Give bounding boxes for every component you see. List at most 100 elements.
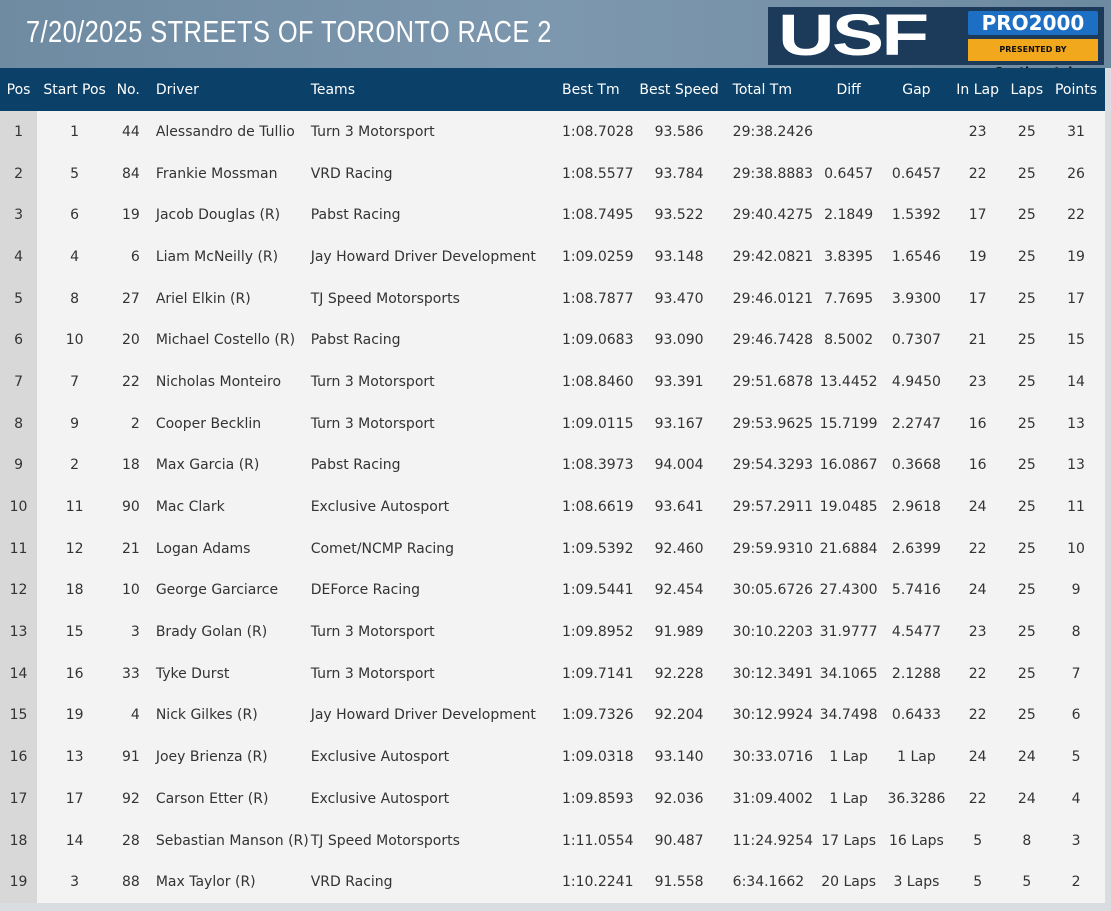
cell-total-time: 29:59.9310 (732, 540, 814, 557)
cell-start-pos: 14 (65, 832, 84, 849)
cell-pos: 11 (0, 527, 38, 570)
cell-gap: 0.3668 (891, 457, 941, 474)
cell-best-time: 1:08.3973 (561, 457, 634, 474)
cell-car-number: 28 (122, 832, 140, 849)
cell-laps: 8 (1022, 832, 1032, 849)
cell-best-time: 1:08.6619 (561, 499, 634, 516)
cell-points: 11 (1067, 499, 1085, 516)
table-row: 2 5 84 Frankie Mossman VRD Racing 1:08.5577 93… (0, 152, 1105, 195)
cell-car-number: 10 (122, 582, 140, 599)
cell-start-pos: 18 (65, 582, 84, 599)
cell-driver: Max Garcia (R) (155, 457, 260, 474)
cell-in-lap: 22 (968, 665, 987, 682)
cell-diff: 31.9777 (819, 624, 878, 641)
column-header-points[interactable]: Points (1054, 81, 1098, 98)
column-header-driver[interactable]: Driver (155, 81, 199, 98)
cell-car-number: 27 (122, 290, 140, 307)
cell-points: 31 (1067, 123, 1085, 140)
cell-best-time: 1:09.0259 (561, 248, 634, 265)
column-header-best-time[interactable]: Best Tm (561, 81, 620, 98)
cell-laps: 25 (1017, 332, 1036, 349)
cell-total-time: 29:54.3293 (732, 457, 814, 474)
cell-car-number: 2 (130, 415, 140, 432)
cell-team: Exclusive Autosport (310, 499, 450, 516)
cell-best-time: 1:08.8460 (561, 373, 634, 390)
cell-total-time: 30:10.2203 (732, 624, 814, 641)
column-header-in-lap[interactable]: In Lap (956, 81, 999, 98)
cell-laps: 25 (1017, 290, 1036, 307)
cell-diff: 2.1849 (824, 207, 874, 224)
cell-laps: 25 (1017, 415, 1036, 432)
cell-team: Turn 3 Motorsport (310, 665, 435, 682)
cell-start-pos: 10 (65, 332, 84, 349)
cell-in-lap: 24 (968, 582, 987, 599)
cell-laps: 25 (1017, 457, 1036, 474)
cell-gap: 0.7307 (891, 332, 941, 349)
cell-total-time: 31:09.4002 (732, 790, 814, 807)
cell-diff: 17 Laps (821, 832, 877, 849)
cell-car-number: 18 (122, 457, 140, 474)
column-header-car-number[interactable]: No. (116, 81, 140, 98)
cell-best-time: 1:10.2241 (561, 874, 634, 891)
cell-diff: 13.4452 (819, 373, 878, 390)
column-header-gap[interactable]: Gap (902, 81, 931, 98)
cell-best-time: 1:09.0115 (561, 415, 634, 432)
cell-laps: 25 (1017, 582, 1036, 599)
cell-diff: 15.7199 (819, 415, 878, 432)
cell-car-number: 90 (122, 499, 140, 516)
cell-laps: 25 (1017, 499, 1036, 516)
cell-start-pos: 11 (65, 499, 84, 516)
table-row: 7 7 22 Nicholas Monteiro Turn 3 Motorsport 1:… (0, 361, 1105, 403)
cell-diff: 21.6884 (819, 540, 878, 557)
table-row: 17 17 92 Carson Etter (R) Exclusive Autospor… (0, 778, 1105, 820)
cell-team: Exclusive Autosport (310, 749, 450, 766)
cell-gap (884, 111, 949, 153)
cell-gap: 2.6399 (891, 540, 941, 557)
column-header-pos[interactable]: Pos (6, 81, 31, 98)
cell-driver: Max Taylor (R) (155, 874, 256, 891)
cell-laps: 25 (1017, 624, 1036, 641)
cell-pos: 3 (0, 194, 38, 237)
column-header-best-speed[interactable]: Best Speed (639, 81, 719, 98)
column-header-laps[interactable]: Laps (1010, 81, 1044, 98)
cell-start-pos: 15 (65, 624, 84, 641)
column-header-team[interactable]: Teams (310, 81, 355, 98)
cell-in-lap: 19 (968, 248, 987, 265)
cell-gap: 4.5477 (891, 624, 941, 641)
cell-car-number: 88 (122, 874, 140, 891)
cell-laps: 24 (1017, 790, 1036, 807)
cell-best-speed: 91.989 (654, 624, 704, 641)
cell-best-speed: 93.470 (654, 290, 704, 307)
cell-car-number: 44 (122, 123, 140, 140)
cell-best-time: 1:09.5441 (561, 582, 634, 599)
cell-start-pos: 13 (65, 749, 84, 766)
cell-start-pos: 4 (70, 248, 80, 265)
cell-points: 3 (1071, 832, 1081, 849)
cell-best-time: 1:09.0318 (561, 749, 634, 766)
cell-total-time: 29:40.4275 (732, 207, 814, 224)
table-row: 1 1 44 Alessandro de Tullio Turn 3 Motorspor… (0, 111, 1105, 153)
cell-gap: 0.6457 (891, 165, 941, 182)
cell-driver: Ariel Elkin (R) (155, 290, 251, 307)
cell-team: Comet/NCMP Racing (310, 540, 455, 557)
cell-pos: 10 (0, 486, 38, 528)
cell-car-number: 22 (122, 373, 140, 390)
cell-points: 14 (1067, 373, 1085, 390)
cell-start-pos: 3 (70, 874, 80, 891)
cell-points: 13 (1067, 415, 1085, 432)
cell-car-number: 91 (122, 749, 140, 766)
column-header-start-pos[interactable]: Start Pos (43, 81, 106, 98)
cell-car-number: 20 (122, 332, 140, 349)
cell-diff: 7.7695 (824, 290, 874, 307)
column-header-diff[interactable]: Diff (836, 81, 861, 98)
cell-pos: 17 (0, 778, 38, 820)
cell-in-lap: 16 (968, 457, 987, 474)
cell-in-lap: 23 (968, 123, 987, 140)
cell-car-number: 3 (130, 624, 140, 641)
cell-pos: 13 (0, 611, 38, 653)
cell-best-speed: 93.391 (654, 373, 704, 390)
cell-gap: 3 Laps (893, 874, 940, 891)
cell-pos: 1 (0, 111, 38, 153)
column-header-total-time[interactable]: Total Tm (732, 81, 792, 98)
cell-in-lap: 21 (968, 332, 987, 349)
